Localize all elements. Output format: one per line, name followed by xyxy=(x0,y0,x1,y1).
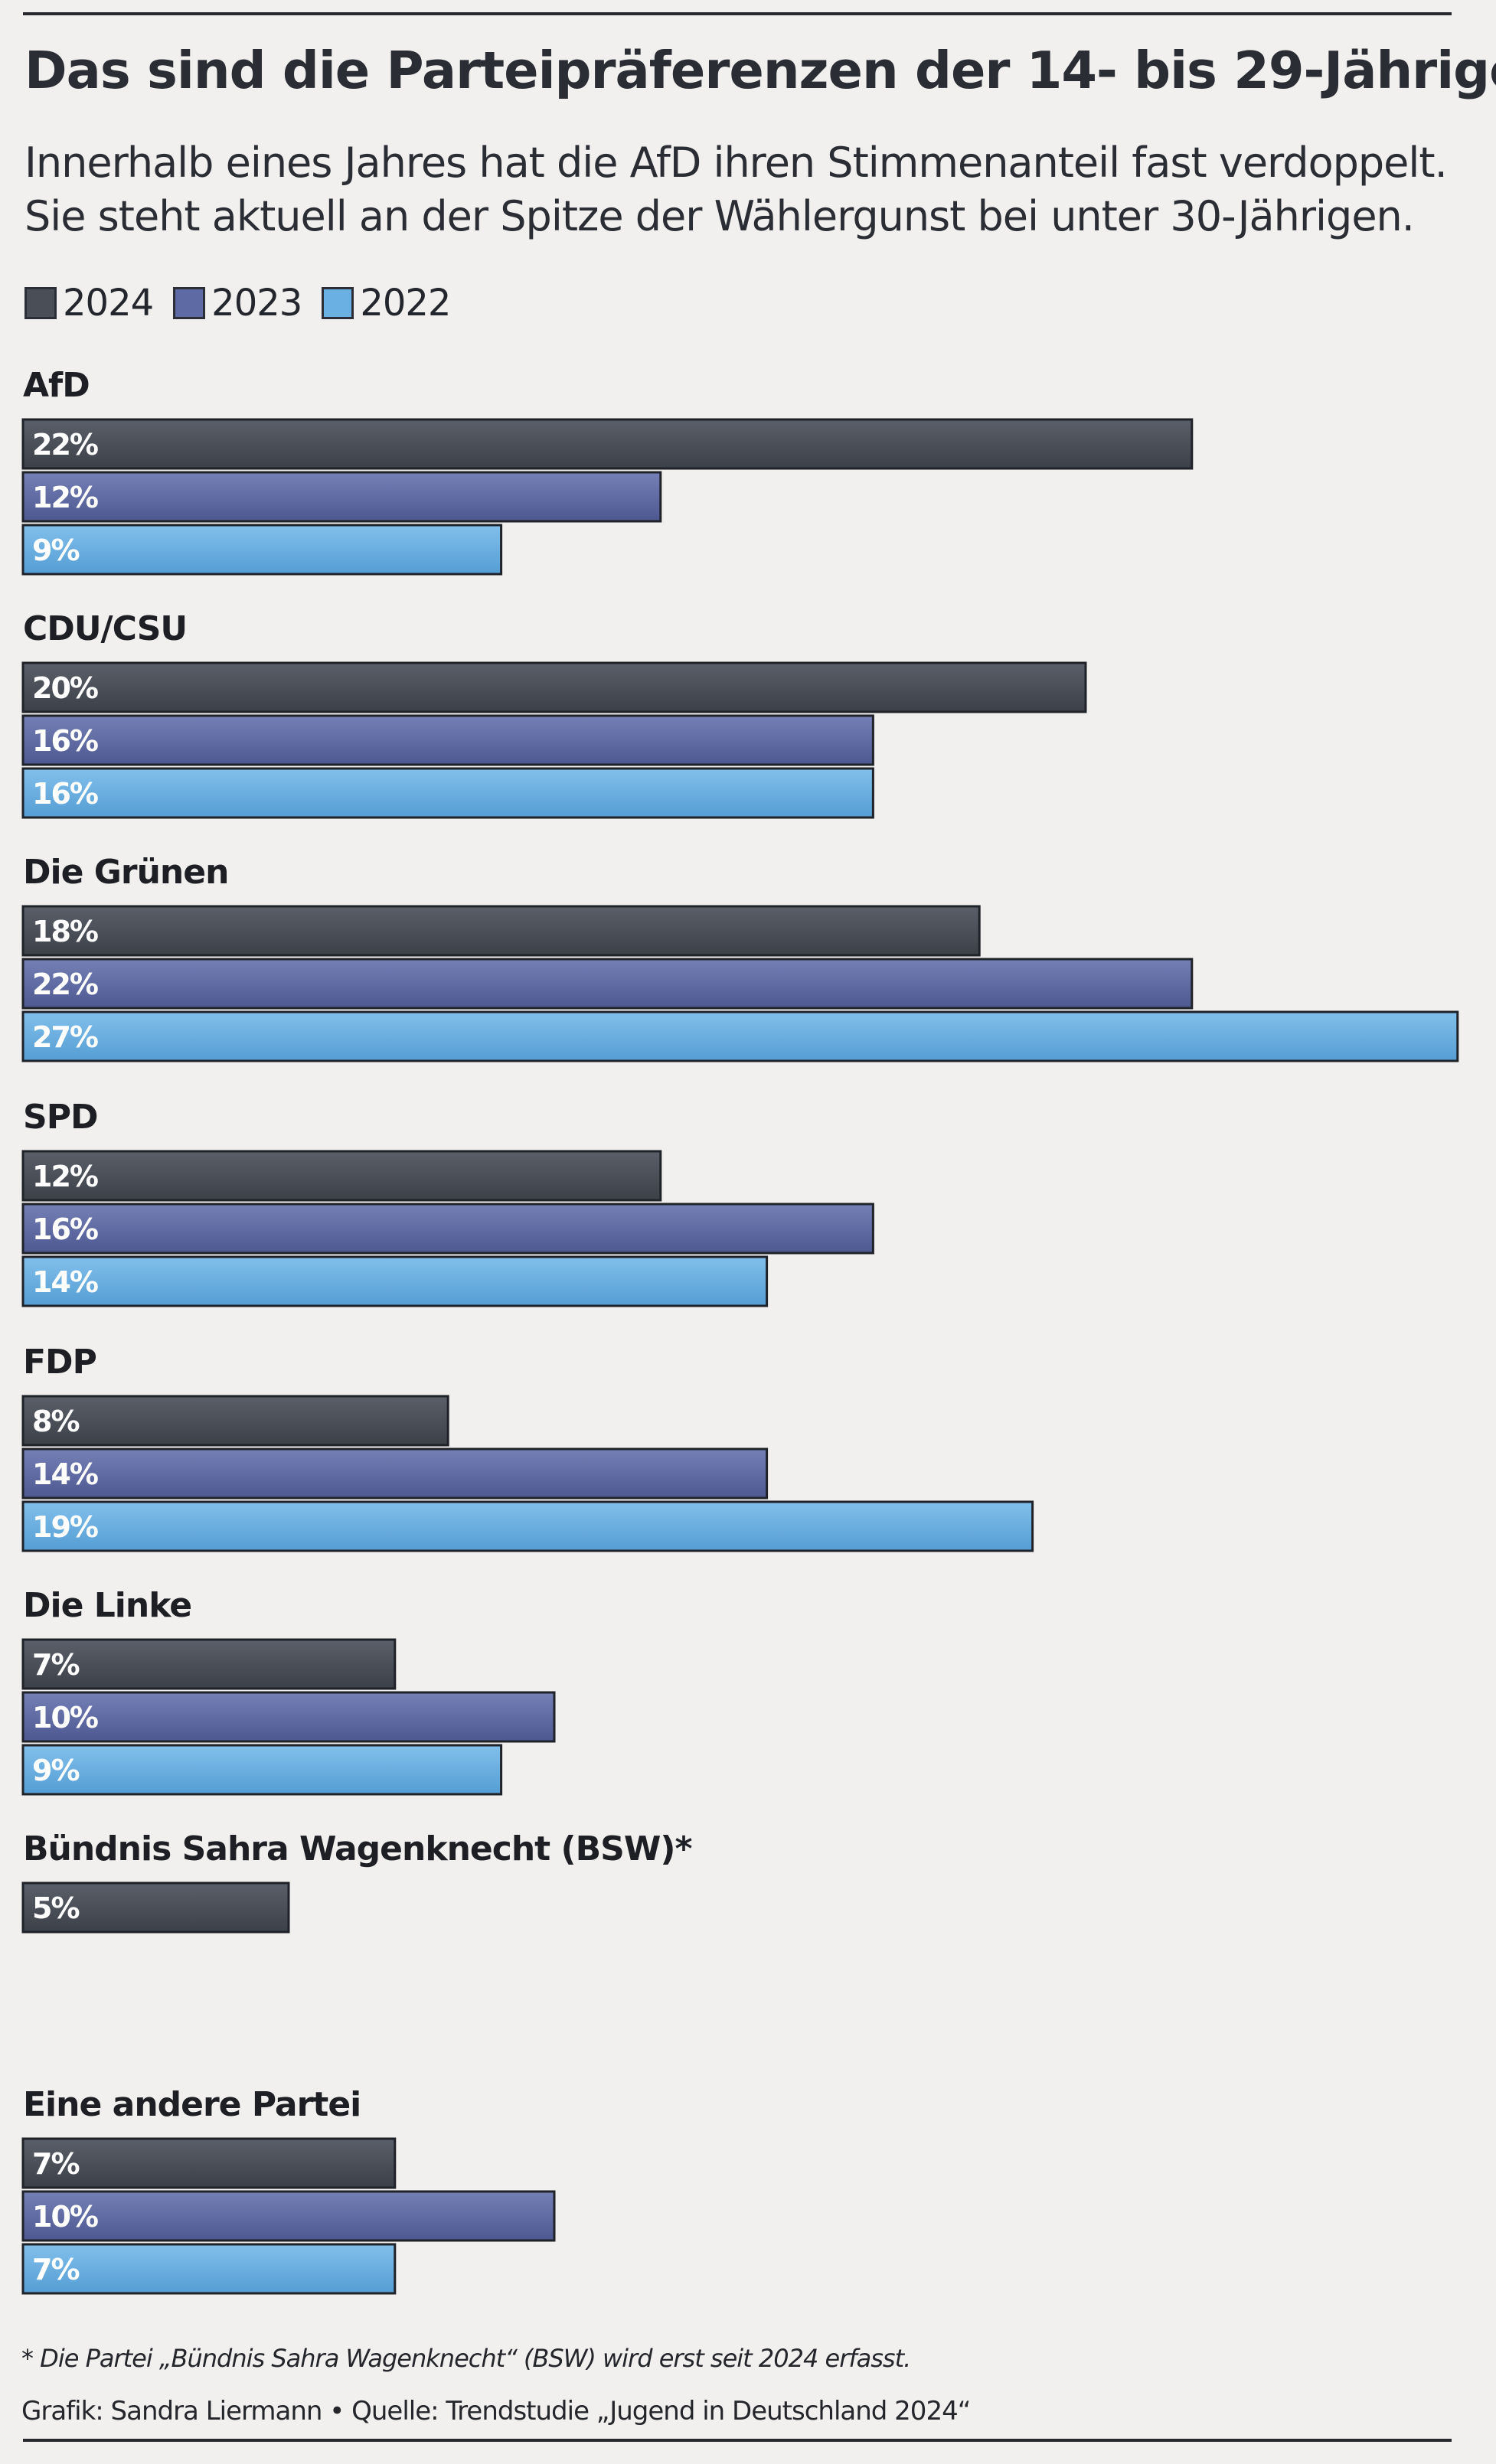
bar-value-label: 7% xyxy=(32,2147,79,2181)
bar xyxy=(21,958,1194,1010)
bar xyxy=(21,2190,556,2242)
bar xyxy=(21,1691,556,1743)
category-label: SPD xyxy=(23,1098,97,1137)
category-group: FDP 8% 14% 19% xyxy=(21,1343,1034,1552)
bar-value-label: 10% xyxy=(32,1701,98,1735)
bar-value-label: 8% xyxy=(32,1405,79,1438)
category-label: Die Grünen xyxy=(23,853,228,892)
legend-swatch-2022 xyxy=(322,287,354,319)
bar xyxy=(21,714,874,766)
bar-value-label: 12% xyxy=(32,1160,98,1193)
bar xyxy=(21,2243,397,2295)
top-rule xyxy=(23,12,1452,15)
category-group: CDU/CSU 20% 16% 16% xyxy=(21,609,1087,819)
category-label: Eine andere Partei xyxy=(23,2085,361,2124)
bar-value-label: 14% xyxy=(32,1457,98,1491)
bar-value-label: 12% xyxy=(32,481,98,514)
bar-value-label: 9% xyxy=(32,534,79,567)
bar-value-label: 7% xyxy=(32,1648,79,1682)
bar-value-label: 7% xyxy=(32,2253,79,2286)
bar xyxy=(21,661,1087,713)
legend-swatch-2024 xyxy=(24,287,57,319)
bar-value-label: 16% xyxy=(32,1212,98,1246)
bar xyxy=(21,524,503,576)
bar-value-label: 18% xyxy=(32,915,98,948)
bar-value-label: 19% xyxy=(32,1510,98,1544)
subtitle-line-2: Sie steht aktuell an der Spitze der Wähl… xyxy=(24,192,1415,240)
legend: 2024 2023 2022 xyxy=(24,280,470,326)
bar xyxy=(21,1447,769,1500)
bar xyxy=(21,1255,769,1307)
category-label: CDU/CSU xyxy=(23,609,187,648)
legend-label-2024: 2024 xyxy=(63,282,154,325)
category-group: Die Linke 7% 10% 9% xyxy=(21,1586,556,1796)
category-group: Die Grünen 18% 22% 27% xyxy=(21,853,1459,1062)
bar-value-label: 22% xyxy=(32,428,98,462)
category-group: SPD 12% 16% 14% xyxy=(21,1098,874,1307)
legend-label-2023: 2023 xyxy=(211,282,302,325)
bar xyxy=(21,905,981,957)
chart-title: Das sind die Parteipräferenzen der 14- b… xyxy=(24,41,1496,100)
legend-swatch-2023 xyxy=(173,287,206,319)
category-label: AfD xyxy=(23,366,90,405)
bar xyxy=(21,1500,1034,1552)
category-label: Bündnis Sahra Wagenknecht (BSW)* xyxy=(23,1829,692,1868)
bar-value-label: 14% xyxy=(32,1265,98,1299)
bar-value-label: 16% xyxy=(32,724,98,758)
category-group: AfD 22% 12% 9% xyxy=(21,366,1194,576)
bottom-rule xyxy=(23,2439,1452,2442)
bar xyxy=(21,767,874,819)
bar-value-label: 16% xyxy=(32,777,98,811)
bar xyxy=(21,1395,449,1447)
legend-label-2022: 2022 xyxy=(360,282,451,325)
bar xyxy=(21,1881,290,1934)
footnote: * Die Partei „Bündnis Sahra Wagenknecht“… xyxy=(21,2344,911,2373)
bar-value-label: 22% xyxy=(32,968,98,1001)
bar-value-label: 5% xyxy=(32,1891,79,1925)
bar xyxy=(21,1150,662,1202)
bar xyxy=(21,2137,397,2189)
bar xyxy=(21,1010,1459,1062)
legend-item-2022: 2022 xyxy=(322,282,451,325)
bar xyxy=(21,418,1194,470)
bar-value-label: 9% xyxy=(32,1754,79,1787)
bar-value-label: 27% xyxy=(32,1020,98,1054)
bar-value-label: 20% xyxy=(32,671,98,705)
source-credit: Grafik: Sandra Liermann • Quelle: Trends… xyxy=(21,2396,971,2426)
legend-item-2023: 2023 xyxy=(173,282,302,325)
category-group: Bündnis Sahra Wagenknecht (BSW)* 5% xyxy=(21,1829,693,1934)
bar xyxy=(21,1638,397,1690)
chart-subtitle: Innerhalb eines Jahres hat die AfD ihren… xyxy=(24,136,1464,243)
subtitle-line-1: Innerhalb eines Jahres hat die AfD ihren… xyxy=(24,139,1448,187)
bar xyxy=(21,471,662,523)
category-group: Eine andere Partei 7% 10% 7% xyxy=(21,2085,556,2295)
bar-value-label: 10% xyxy=(32,2200,98,2234)
legend-item-2024: 2024 xyxy=(24,282,154,325)
bar xyxy=(21,1203,874,1255)
bar xyxy=(21,1744,503,1796)
category-label: FDP xyxy=(23,1343,96,1382)
category-label: Die Linke xyxy=(23,1586,191,1625)
